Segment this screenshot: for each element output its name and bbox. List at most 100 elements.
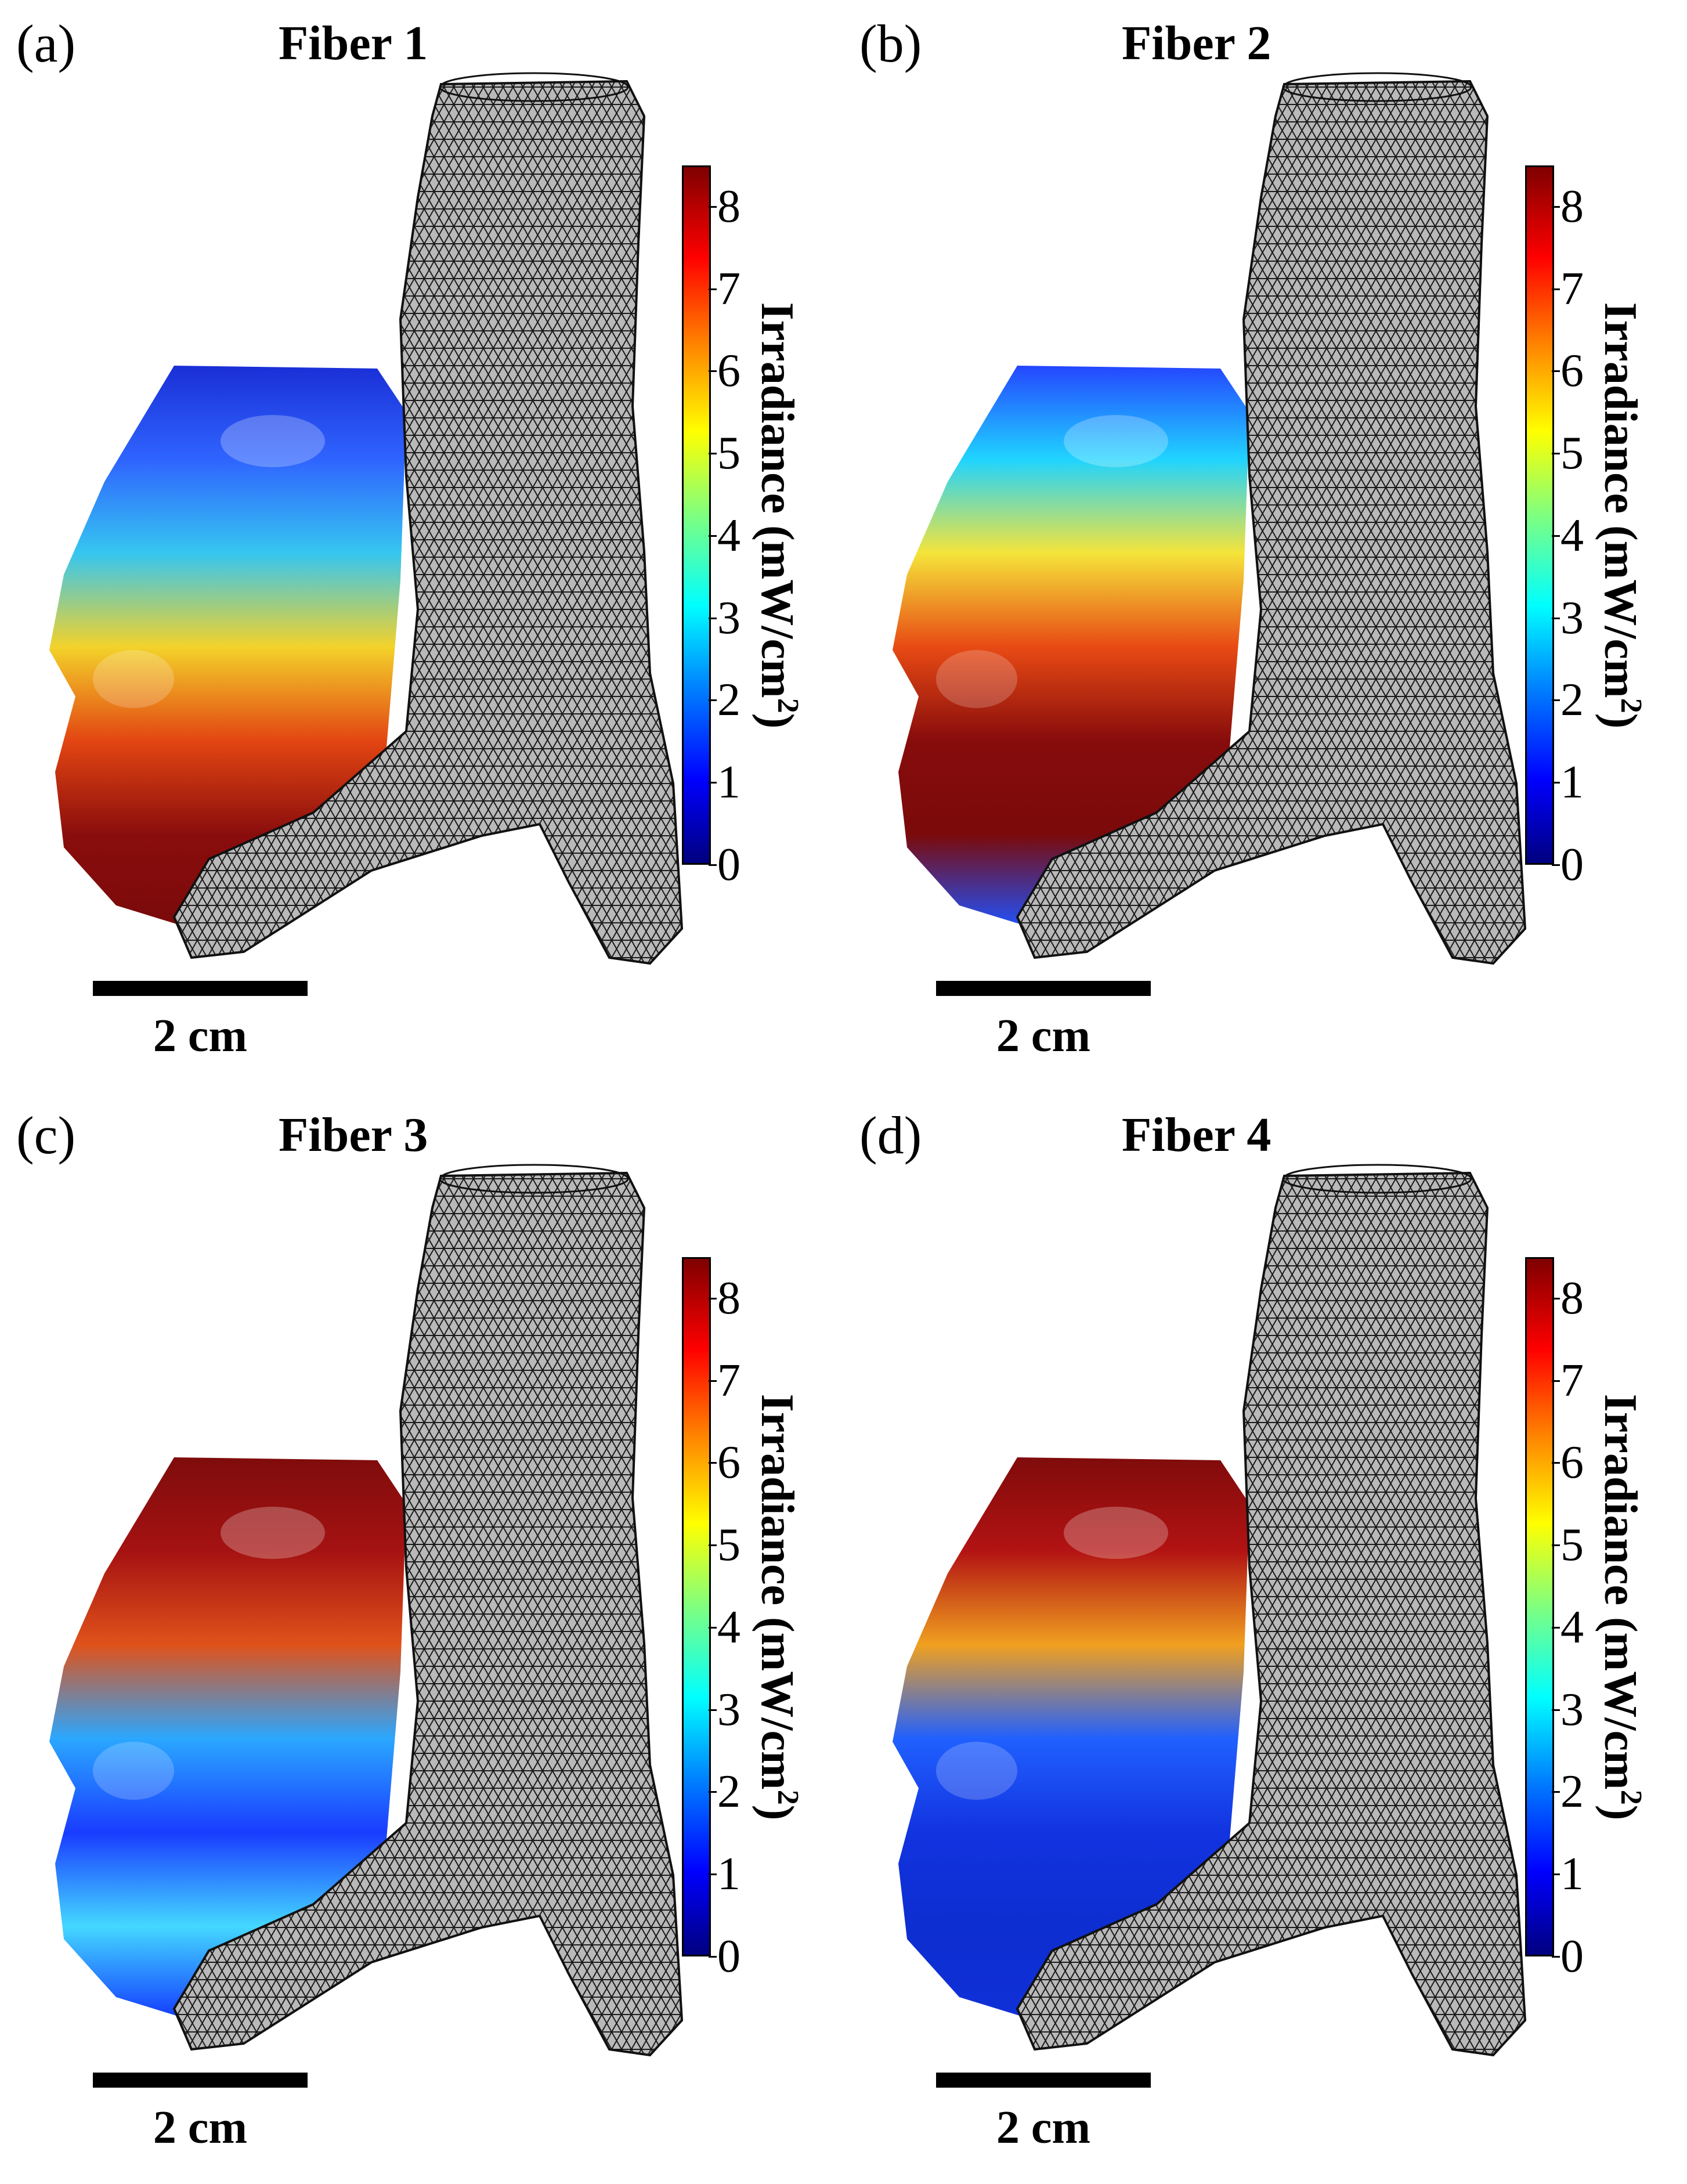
colorbar-tick-mark <box>709 205 717 208</box>
colorbar-tick-mark <box>709 370 717 373</box>
colorbar-tick-mark <box>709 782 717 784</box>
vessel-mesh <box>172 1171 684 2057</box>
panel-title: Fiber 3 <box>279 1108 428 1162</box>
anatomy-scene <box>49 1164 684 2057</box>
colorbar-tick-label: 8 <box>717 1272 740 1324</box>
panel-1: (a) Fiber 1 8 7 6 5 4 3 2 1 0 Irradiance (mW/cm2) 2 … <box>0 0 843 1092</box>
colorbar-tick-mark <box>1552 1709 1560 1711</box>
colorbar-tick-label: 6 <box>1560 345 1584 397</box>
colorbar-label-close: ) <box>752 713 803 729</box>
colorbar <box>682 1257 711 1956</box>
scale-bar <box>93 2073 308 2088</box>
colorbar-tick-mark <box>709 617 717 619</box>
anatomy-scene <box>49 72 684 965</box>
colorbar-tick-mark <box>709 1956 717 1958</box>
colorbar-tick-mark <box>1552 453 1560 455</box>
vessel-mesh <box>1016 1171 1527 2057</box>
scale-bar <box>93 981 308 996</box>
colorbar-label-sup: 2 <box>1614 1789 1648 1805</box>
colorbar-tick-mark <box>709 1626 717 1629</box>
colorbar-tick-mark <box>1552 617 1560 619</box>
colorbar-tick-mark <box>1552 288 1560 290</box>
scale-bar-label: 2 cm <box>153 2102 248 2153</box>
colorbar <box>682 165 711 865</box>
colorbar-tick-mark <box>1552 370 1560 373</box>
colorbar-label-text: Irradiance (mW/cm <box>1595 1394 1646 1790</box>
panel-title: Fiber 4 <box>1122 1108 1271 1162</box>
panel-label: (d) <box>859 1106 922 1165</box>
colorbar-label-sup: 2 <box>771 698 804 713</box>
panel-4: (d) Fiber 4 8 7 6 5 4 3 2 1 0 Irradiance (mW/cm2) 2 … <box>843 1092 1686 2183</box>
colorbar-tick-label: 3 <box>717 1684 740 1735</box>
anatomy-scene <box>893 72 1527 965</box>
colorbar-tick-mark <box>709 288 717 290</box>
colorbar-tick-mark <box>709 535 717 537</box>
panel-label: (c) <box>16 1106 76 1165</box>
panel-2: (b) Fiber 2 8 7 6 5 4 3 2 1 0 Irradiance (mW/cm2) 2 … <box>843 0 1686 1092</box>
colorbar-tick-label: 2 <box>717 1766 740 1818</box>
tumor-surface <box>893 366 1249 929</box>
tumor-surface <box>893 1457 1249 2020</box>
colorbar-tick-label: 4 <box>717 1601 740 1653</box>
colorbar-tick-label: 5 <box>717 428 740 479</box>
colorbar-tick-mark <box>1552 1297 1560 1299</box>
colorbar-tick-label: 3 <box>717 592 740 644</box>
colorbar-tick-mark <box>709 1873 717 1876</box>
colorbar-tick-mark <box>1552 1462 1560 1464</box>
panel-3: (c) Fiber 3 8 7 6 5 4 3 2 1 0 Irradiance (mW/cm2) 2 … <box>0 1092 843 2183</box>
colorbar-tick-mark <box>1552 1873 1560 1876</box>
vessel-mesh <box>1016 80 1527 965</box>
colorbar-tick-mark <box>1552 864 1560 866</box>
colorbar-tick-label: 2 <box>1560 674 1584 726</box>
colorbar-tick-label: 1 <box>717 1849 740 1900</box>
colorbar-tick-mark <box>1552 1544 1560 1547</box>
colorbar-tick-mark <box>1552 1626 1560 1629</box>
scale-bar-label: 2 cm <box>153 1010 248 1062</box>
anatomy-scene <box>893 1164 1527 2057</box>
panel-label: (a) <box>16 14 76 73</box>
colorbar-tick-label: 4 <box>1560 1601 1584 1653</box>
colorbar-label-close: ) <box>1595 713 1646 729</box>
colorbar-tick-label: 5 <box>717 1519 740 1571</box>
colorbar-tick-label: 0 <box>1560 839 1584 890</box>
colorbar-tick-label: 0 <box>717 1931 740 1982</box>
colorbar-tick-mark <box>709 453 717 455</box>
colorbar <box>1525 1257 1554 1956</box>
colorbar-tick-label: 7 <box>1560 1355 1584 1406</box>
colorbar-tick-label: 3 <box>1560 592 1584 644</box>
colorbar-tick-label: 2 <box>717 674 740 726</box>
colorbar-tick-label: 2 <box>1560 1766 1584 1818</box>
colorbar-tick-mark <box>709 1544 717 1547</box>
scale-bar-label: 2 cm <box>996 2102 1091 2153</box>
scale-bar <box>936 981 1151 996</box>
vessel-mesh <box>172 80 684 965</box>
colorbar-tick-mark <box>1552 1956 1560 1958</box>
colorbar-tick-mark <box>709 864 717 866</box>
colorbar-tick-label: 1 <box>1560 1849 1584 1900</box>
colorbar-tick-label: 0 <box>1560 1931 1584 1982</box>
tumor-surface <box>49 366 406 929</box>
colorbar-tick-label: 1 <box>717 757 740 808</box>
colorbar-label-sup: 2 <box>771 1789 804 1805</box>
colorbar <box>1525 165 1554 865</box>
colorbar-label-text: Irradiance (mW/cm <box>1595 302 1646 698</box>
colorbar-tick-label: 5 <box>1560 1519 1584 1571</box>
scale-bar-label: 2 cm <box>996 1010 1091 1062</box>
colorbar-tick-mark <box>1552 699 1560 702</box>
colorbar-label-text: Irradiance (mW/cm <box>752 1394 803 1790</box>
colorbar-tick-label: 8 <box>1560 181 1584 232</box>
panel-title: Fiber 1 <box>279 16 428 70</box>
colorbar-label-sup: 2 <box>1614 698 1648 713</box>
colorbar-tick-mark <box>709 1297 717 1299</box>
colorbar-tick-label: 6 <box>717 1437 740 1489</box>
colorbar-tick-mark <box>709 699 717 702</box>
colorbar-tick-mark <box>709 1462 717 1464</box>
colorbar-tick-label: 4 <box>1560 510 1584 561</box>
colorbar-tick-mark <box>1552 1791 1560 1793</box>
colorbar-tick-mark <box>1552 205 1560 208</box>
colorbar-tick-mark <box>709 1709 717 1711</box>
colorbar-tick-mark <box>1552 1380 1560 1382</box>
colorbar-tick-mark <box>1552 782 1560 784</box>
colorbar-tick-label: 5 <box>1560 428 1584 479</box>
colorbar-tick-label: 8 <box>717 181 740 232</box>
